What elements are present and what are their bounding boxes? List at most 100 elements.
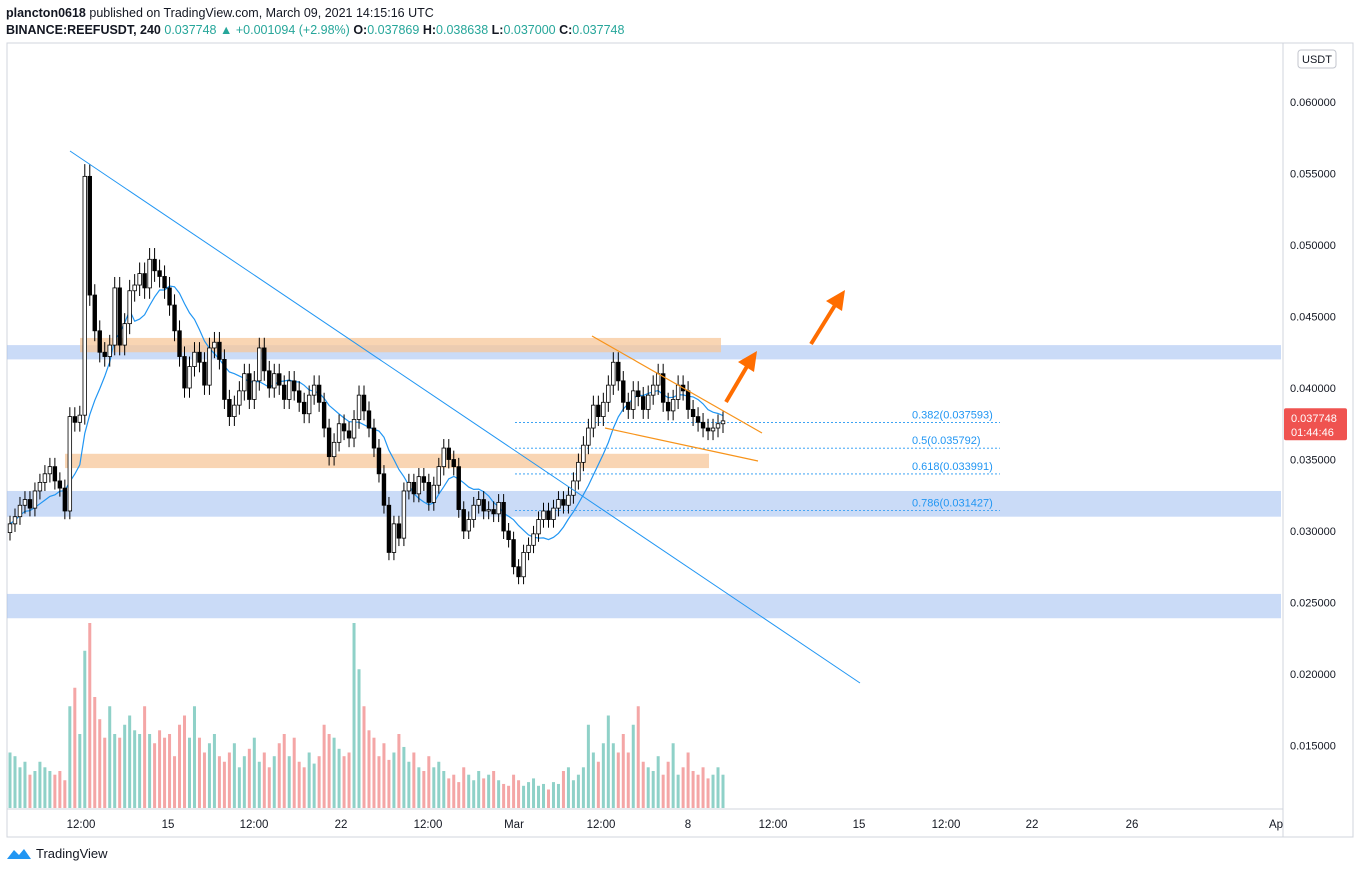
candle-body: [441, 447, 446, 468]
candle-body: [611, 361, 616, 386]
volume-bar: [447, 778, 451, 808]
fib-level-label: 0.786(0.031427): [912, 498, 993, 510]
volume-bar: [53, 774, 57, 808]
candle-body: [501, 501, 506, 532]
price-axis[interactable]: 0.060000 0.055000 0.050000 0.045000 0.040000…: [1290, 97, 1336, 753]
time-axis[interactable]: 12:00 15 12:00 22 12:00 Mar 12:00 8 12:00 15 12:00…: [67, 819, 1283, 831]
volume-bar: [537, 785, 541, 808]
candle-body: [685, 390, 691, 410]
candle-body: [262, 347, 267, 372]
volume-bar: [362, 706, 366, 808]
volume-bar: [342, 756, 346, 808]
volume-bar: [138, 734, 142, 808]
volume-bar: [546, 789, 550, 808]
volume-bar: [542, 783, 546, 808]
symbol-label[interactable]: BINANCE:REEFUSDT, 240: [6, 23, 161, 37]
volume-bar: [626, 752, 630, 808]
volume-bar: [576, 774, 580, 808]
volume-bar: [711, 774, 715, 808]
candle-body: [581, 444, 586, 463]
volume-bar: [721, 774, 725, 808]
price-badge-bg: [1284, 408, 1347, 441]
volume-bar: [267, 767, 271, 808]
current-price-badge: 0.037748 01:44:46: [1284, 408, 1347, 441]
candle-body: [346, 430, 352, 439]
volume-bar: [437, 761, 441, 808]
price-change: ▲ +0.001094 (+2.98%): [220, 23, 350, 37]
candle-body: [631, 390, 636, 410]
candle-body: [37, 481, 43, 492]
candle-body: [47, 466, 53, 475]
candle-body: [655, 373, 661, 386]
volume-bar: [73, 687, 77, 808]
candle-body: [471, 504, 476, 520]
volume-bar: [13, 756, 17, 808]
wedge-upper-line[interactable]: [591, 335, 763, 434]
candle-body: [720, 420, 726, 425]
close-value: 0.037748: [572, 23, 625, 37]
candle-body: [665, 401, 671, 412]
price-tick-label: 0.020000: [1290, 669, 1336, 681]
chart-header: plancton0618 published on TradingView.co…: [6, 5, 624, 39]
volume-bar: [382, 743, 386, 808]
volume-bar: [497, 780, 501, 808]
fib-level-label: 0.382(0.037593): [912, 409, 993, 421]
candle-body: [7, 523, 13, 533]
candle-body: [636, 390, 641, 397]
volume-bar: [322, 724, 326, 808]
price-tick-label: 0.035000: [1290, 455, 1336, 467]
volume-bar: [676, 774, 680, 808]
time-tick-label: Ap: [1269, 819, 1283, 831]
candle-body: [511, 539, 516, 568]
candle-body: [526, 544, 531, 553]
downtrend-line[interactable]: [69, 150, 861, 684]
volume-bar: [212, 734, 216, 808]
price-badge-countdown: 01:44:46: [1291, 427, 1334, 439]
candle-body: [152, 258, 157, 272]
tradingview-footer[interactable]: TradingView: [6, 846, 108, 861]
candle-body: [446, 447, 451, 460]
volume-bar: [78, 734, 82, 808]
open-value: 0.037869: [367, 23, 420, 37]
candle-body: [341, 423, 347, 432]
arrow-up-icon[interactable]: [724, 351, 757, 404]
currency-button[interactable]: USDT: [1297, 49, 1337, 69]
candle-body: [586, 427, 591, 446]
candle-body: [167, 287, 172, 306]
volume-bar: [227, 752, 231, 808]
candle-body: [257, 347, 262, 382]
candle-body: [92, 294, 97, 332]
candle-body: [421, 476, 427, 483]
candle-body: [267, 370, 272, 389]
volume-bar: [98, 719, 102, 808]
volume-bar: [507, 785, 511, 808]
candle-body: [142, 273, 147, 289]
price-tick-label: 0.055000: [1290, 169, 1336, 181]
candle-body: [456, 466, 461, 510]
candle-body: [705, 427, 711, 432]
volume-bar: [636, 706, 640, 808]
candle-body: [461, 509, 466, 532]
volume-bar: [601, 743, 605, 808]
candle-body: [646, 394, 651, 410]
price-badge-value: 0.037748: [1291, 413, 1337, 425]
candle-body: [27, 499, 33, 509]
volume-bar: [417, 767, 421, 808]
volume-bar: [307, 752, 311, 808]
author-name[interactable]: plancton0618: [6, 6, 86, 20]
arrow-up-icon[interactable]: [809, 290, 845, 346]
volume-bar: [442, 771, 446, 808]
candle-body: [77, 414, 83, 423]
volume-bar: [38, 761, 42, 808]
wedge-lower-line[interactable]: [604, 427, 759, 462]
candle-body: [232, 404, 237, 418]
volume-bar: [207, 743, 211, 808]
high-value: 0.038638: [436, 23, 489, 37]
candle-body: [361, 394, 367, 412]
candle-body: [371, 427, 377, 449]
volume-bar: [452, 774, 456, 808]
volume-bar: [222, 761, 226, 808]
volume-bar: [187, 737, 191, 808]
candle-body: [326, 427, 332, 458]
